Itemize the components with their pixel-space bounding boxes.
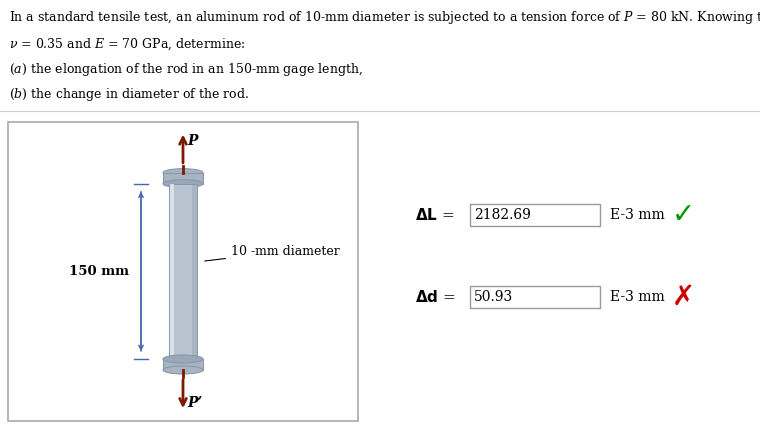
Polygon shape	[163, 359, 203, 370]
Ellipse shape	[163, 180, 203, 187]
Text: $\mathbf{\Delta}$$\mathbf{L}$ =: $\mathbf{\Delta}$$\mathbf{L}$ =	[415, 207, 454, 223]
Text: ✗: ✗	[672, 283, 695, 311]
Text: $\mathbf{\Delta}$$\mathbf{d}$ =: $\mathbf{\Delta}$$\mathbf{d}$ =	[415, 289, 456, 305]
FancyBboxPatch shape	[470, 286, 600, 308]
Text: ($a$) the elongation of the rod in an 150-mm gage length,: ($a$) the elongation of the rod in an 15…	[9, 61, 363, 79]
Text: E-3 mm: E-3 mm	[610, 208, 665, 222]
Text: 2182.69: 2182.69	[474, 208, 531, 222]
Text: P’: P’	[187, 396, 202, 410]
Polygon shape	[170, 184, 174, 359]
Ellipse shape	[163, 366, 203, 374]
Text: 150 mm: 150 mm	[69, 265, 129, 278]
Text: $\nu$ = 0.35 and $E$ = 70 GPa, determine:: $\nu$ = 0.35 and $E$ = 70 GPa, determine…	[9, 36, 245, 52]
Text: E-3 mm: E-3 mm	[610, 290, 665, 304]
Text: ($b$) the change in diameter of the rod.: ($b$) the change in diameter of the rod.	[9, 86, 249, 103]
Text: ✓: ✓	[672, 201, 695, 229]
Polygon shape	[169, 184, 197, 359]
FancyBboxPatch shape	[8, 122, 358, 421]
Text: In a standard tensile test, an aluminum rod of 10-mm diameter is subjected to a : In a standard tensile test, an aluminum …	[9, 9, 760, 26]
FancyBboxPatch shape	[470, 204, 600, 226]
Ellipse shape	[163, 355, 203, 363]
Text: P: P	[187, 134, 198, 148]
Polygon shape	[192, 184, 197, 359]
Ellipse shape	[163, 169, 203, 177]
Polygon shape	[163, 173, 203, 184]
Text: 10 -mm diameter: 10 -mm diameter	[204, 245, 340, 261]
Text: 50.93: 50.93	[474, 290, 513, 304]
